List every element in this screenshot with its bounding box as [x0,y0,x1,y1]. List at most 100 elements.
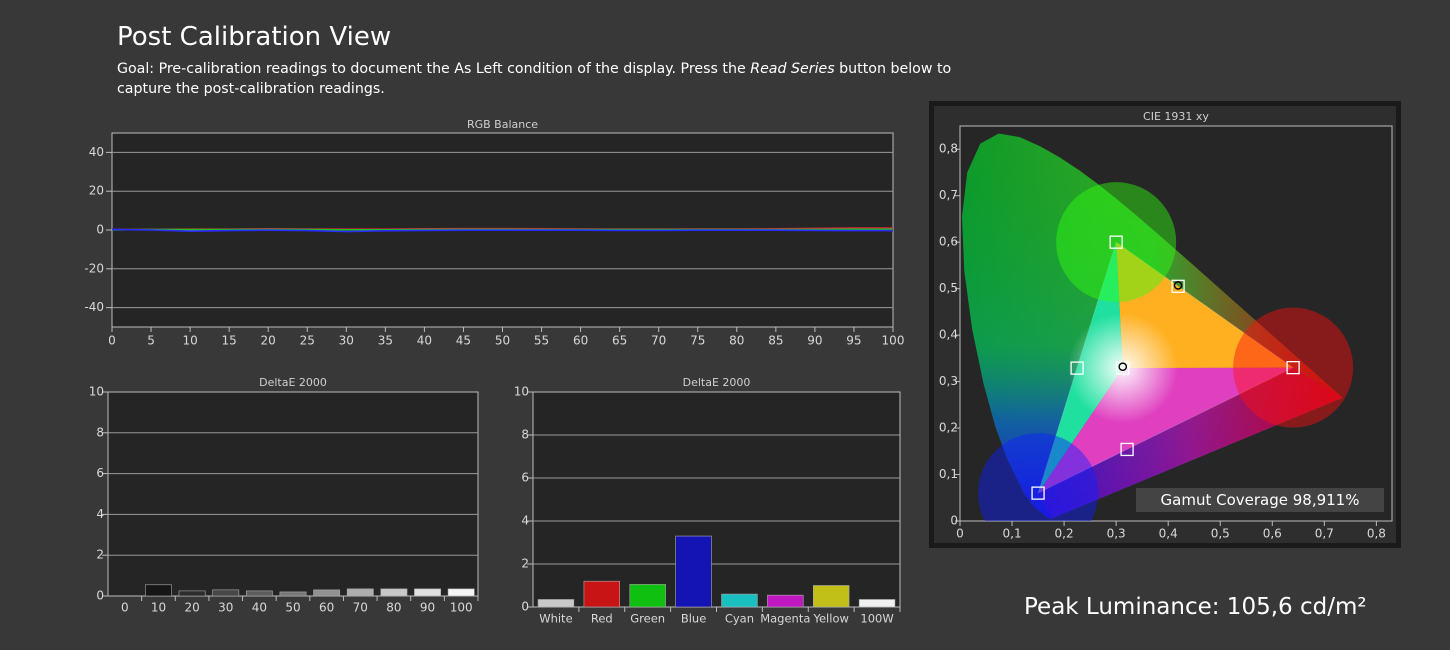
rgb-xtick-label: 0 [108,334,116,348]
cie-xtick-label: 0,4 [1159,527,1178,541]
cie-xtick-label: 0,3 [1107,527,1126,541]
rgb-xtick-label: 35 [378,334,393,348]
rgb-series-line [111,228,893,233]
color-de-ytick-label: 6 [521,471,529,485]
rgb-xtick-label: 60 [573,334,588,348]
cie-target-square [1109,235,1123,249]
color-de-title: DeltaE 2000 [683,376,751,389]
cie-ytick-label: 0,5 [939,281,958,295]
cie-ytick-label: 0,4 [939,328,958,342]
cie-xtick-label: 0,6 [1263,527,1282,541]
color-de-ytick-label: 4 [521,514,529,528]
grayscale-de-xtick-label: 90 [420,601,435,615]
rgb-xtick-label: 70 [651,334,666,348]
grayscale-de-plot-area [107,391,479,597]
cie-xtick-label: 0,2 [1055,527,1074,541]
cie-ytick-label: 0,1 [939,467,958,481]
grayscale-de-ytick-label: 10 [89,385,104,399]
rgb-xtick-label: 75 [690,334,705,348]
color-de-bar [767,594,804,608]
gamut-coverage-label: Gamut Coverage 98,911% [1136,488,1384,512]
grayscale-de-bar [279,591,307,597]
cie-ytick-label: 0,2 [939,421,958,435]
grayscale-de-bar [414,588,441,597]
rgb-xtick-label: 45 [456,334,471,348]
grayscale-de-xtick-label: 70 [353,601,368,615]
grayscale-de-bar [447,588,475,597]
grayscale-de-ytick-label: 6 [96,466,104,480]
goal-prefix: Goal: Pre-calibration readings to docume… [117,61,751,77]
color-de-xtick-label: Red [591,612,613,626]
color-de-bar [675,535,712,608]
grayscale-de-bar [346,588,374,597]
cie-target-square [1286,360,1300,375]
color-de-xtick-label: Cyan [725,612,754,626]
color-de-xtick-label: Magenta [760,612,810,626]
grayscale-de-ytick-label: 0 [96,589,104,603]
goal-suffix: button below to capture the post-calibra… [117,61,952,97]
goal-text: Goal: Pre-calibration readings to docume… [117,59,977,99]
rgb-xtick-label: 100 [882,334,905,348]
grayscale-de-xtick-label: 80 [386,601,401,615]
cie-gamut-group [962,133,1354,521]
rgb-xtick-label: 90 [807,334,822,348]
rgb-xtick-label: 30 [339,334,354,348]
color-de-ytick-label: 10 [514,385,529,399]
grayscale-de-bar [313,589,341,597]
grayscale-de-xtick-label: 10 [151,601,166,615]
cie-ytick-label: 0 [950,514,958,528]
color-de-bar [537,599,575,608]
grayscale-de-xtick-label: 60 [319,601,334,615]
rgb-xtick-label: 5 [147,334,155,348]
rgb-ytick-label: -20 [84,261,104,275]
rgb-xtick-label: 20 [261,334,276,348]
rgb-xtick-label: 85 [768,334,783,348]
rgb-ytick-label: 20 [89,184,104,198]
rgb-xtick-label: 50 [495,334,510,348]
cie-xtick-label: 0,7 [1315,527,1334,541]
rgb-chart-title: RGB Balance [467,118,538,131]
color-de-bar [858,599,896,608]
cie-target-square [1120,442,1134,457]
grayscale-de-xtick-label: 30 [218,601,233,615]
grayscale-de-xtick-label: 50 [285,601,300,615]
grayscale-de-bar [212,589,240,597]
peak-luminance: Peak Luminance: 105,6 cd/m² [1024,594,1367,620]
color-de-xtick-label: Blue [681,612,706,626]
cie-xtick-label: 0,1 [1003,527,1022,541]
rgb-ytick-label: -40 [84,300,104,314]
grayscale-de-bar [380,588,408,597]
cie-ytick-label: 0,3 [939,374,958,388]
cie-target-square [1031,486,1045,500]
color-de-xtick-label: Green [630,612,665,626]
color-de-ytick-label: 8 [521,428,529,442]
color-de-bar [721,593,758,608]
cie-target-square [1116,361,1130,375]
rgb-xtick-label: 55 [534,334,549,348]
cie-ytick-label: 0,6 [939,235,958,249]
rgb-ytick-label: 40 [89,145,104,159]
cie-measured-point [1173,281,1183,290]
rgb-xtick-label: 40 [417,334,432,348]
rgb-xtick-label: 65 [612,334,627,348]
color-de-xtick-label: White [539,612,572,626]
color-de-bar [629,584,666,608]
rgb-xtick-label: 10 [182,334,197,348]
cie-target-square [1171,279,1185,293]
cie-xtick-label: 0 [956,527,964,541]
color-de-xtick-label: Yellow [812,612,848,626]
cie-vertex-glow [1056,182,1177,303]
grayscale-de-title: DeltaE 2000 [259,376,327,389]
grayscale-de-bar [245,590,273,597]
color-de-xtick-label: 100W [860,612,893,626]
cie-ytick-label: 0,8 [939,142,958,156]
grayscale-de-bar [178,590,206,597]
rgb-xtick-label: 25 [300,334,315,348]
color-de-bar [583,580,621,608]
cie-target-square [1070,361,1084,375]
color-de-ytick-label: 0 [521,600,529,614]
cie-vertex-glow [1233,307,1354,428]
grayscale-de-ytick-label: 8 [96,425,104,439]
grayscale-de-ytick-label: 4 [96,507,104,521]
